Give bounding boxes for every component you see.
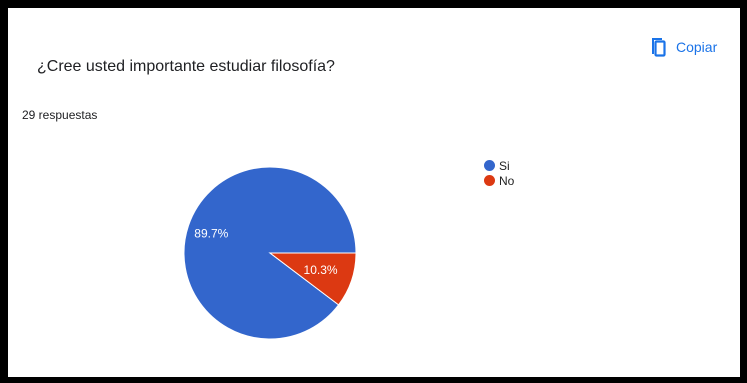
legend-label-no: No xyxy=(499,173,515,188)
legend-item-no[interactable]: No xyxy=(484,173,514,188)
pie-chart: 89.7% 10.3% xyxy=(183,166,357,340)
chart-legend: Si No xyxy=(484,158,514,188)
response-summary-card: ¿Cree usted importante estudiar filosofí… xyxy=(8,8,740,377)
pie-slice-no[interactable] xyxy=(268,252,357,306)
pie-label-si: 89.7% xyxy=(194,226,228,240)
legend-swatch-no xyxy=(484,175,495,186)
copy-icon xyxy=(648,36,668,58)
legend-swatch-si xyxy=(484,160,495,171)
copy-button[interactable]: Copiar xyxy=(648,36,717,58)
pie-label-no: 10.3% xyxy=(304,263,338,277)
question-title: ¿Cree usted importante estudiar filosofí… xyxy=(37,58,335,75)
legend-label-si: Si xyxy=(499,158,510,173)
response-count: 29 respuestas xyxy=(22,108,98,122)
legend-item-si[interactable]: Si xyxy=(484,158,514,173)
copy-button-label: Copiar xyxy=(676,39,718,55)
